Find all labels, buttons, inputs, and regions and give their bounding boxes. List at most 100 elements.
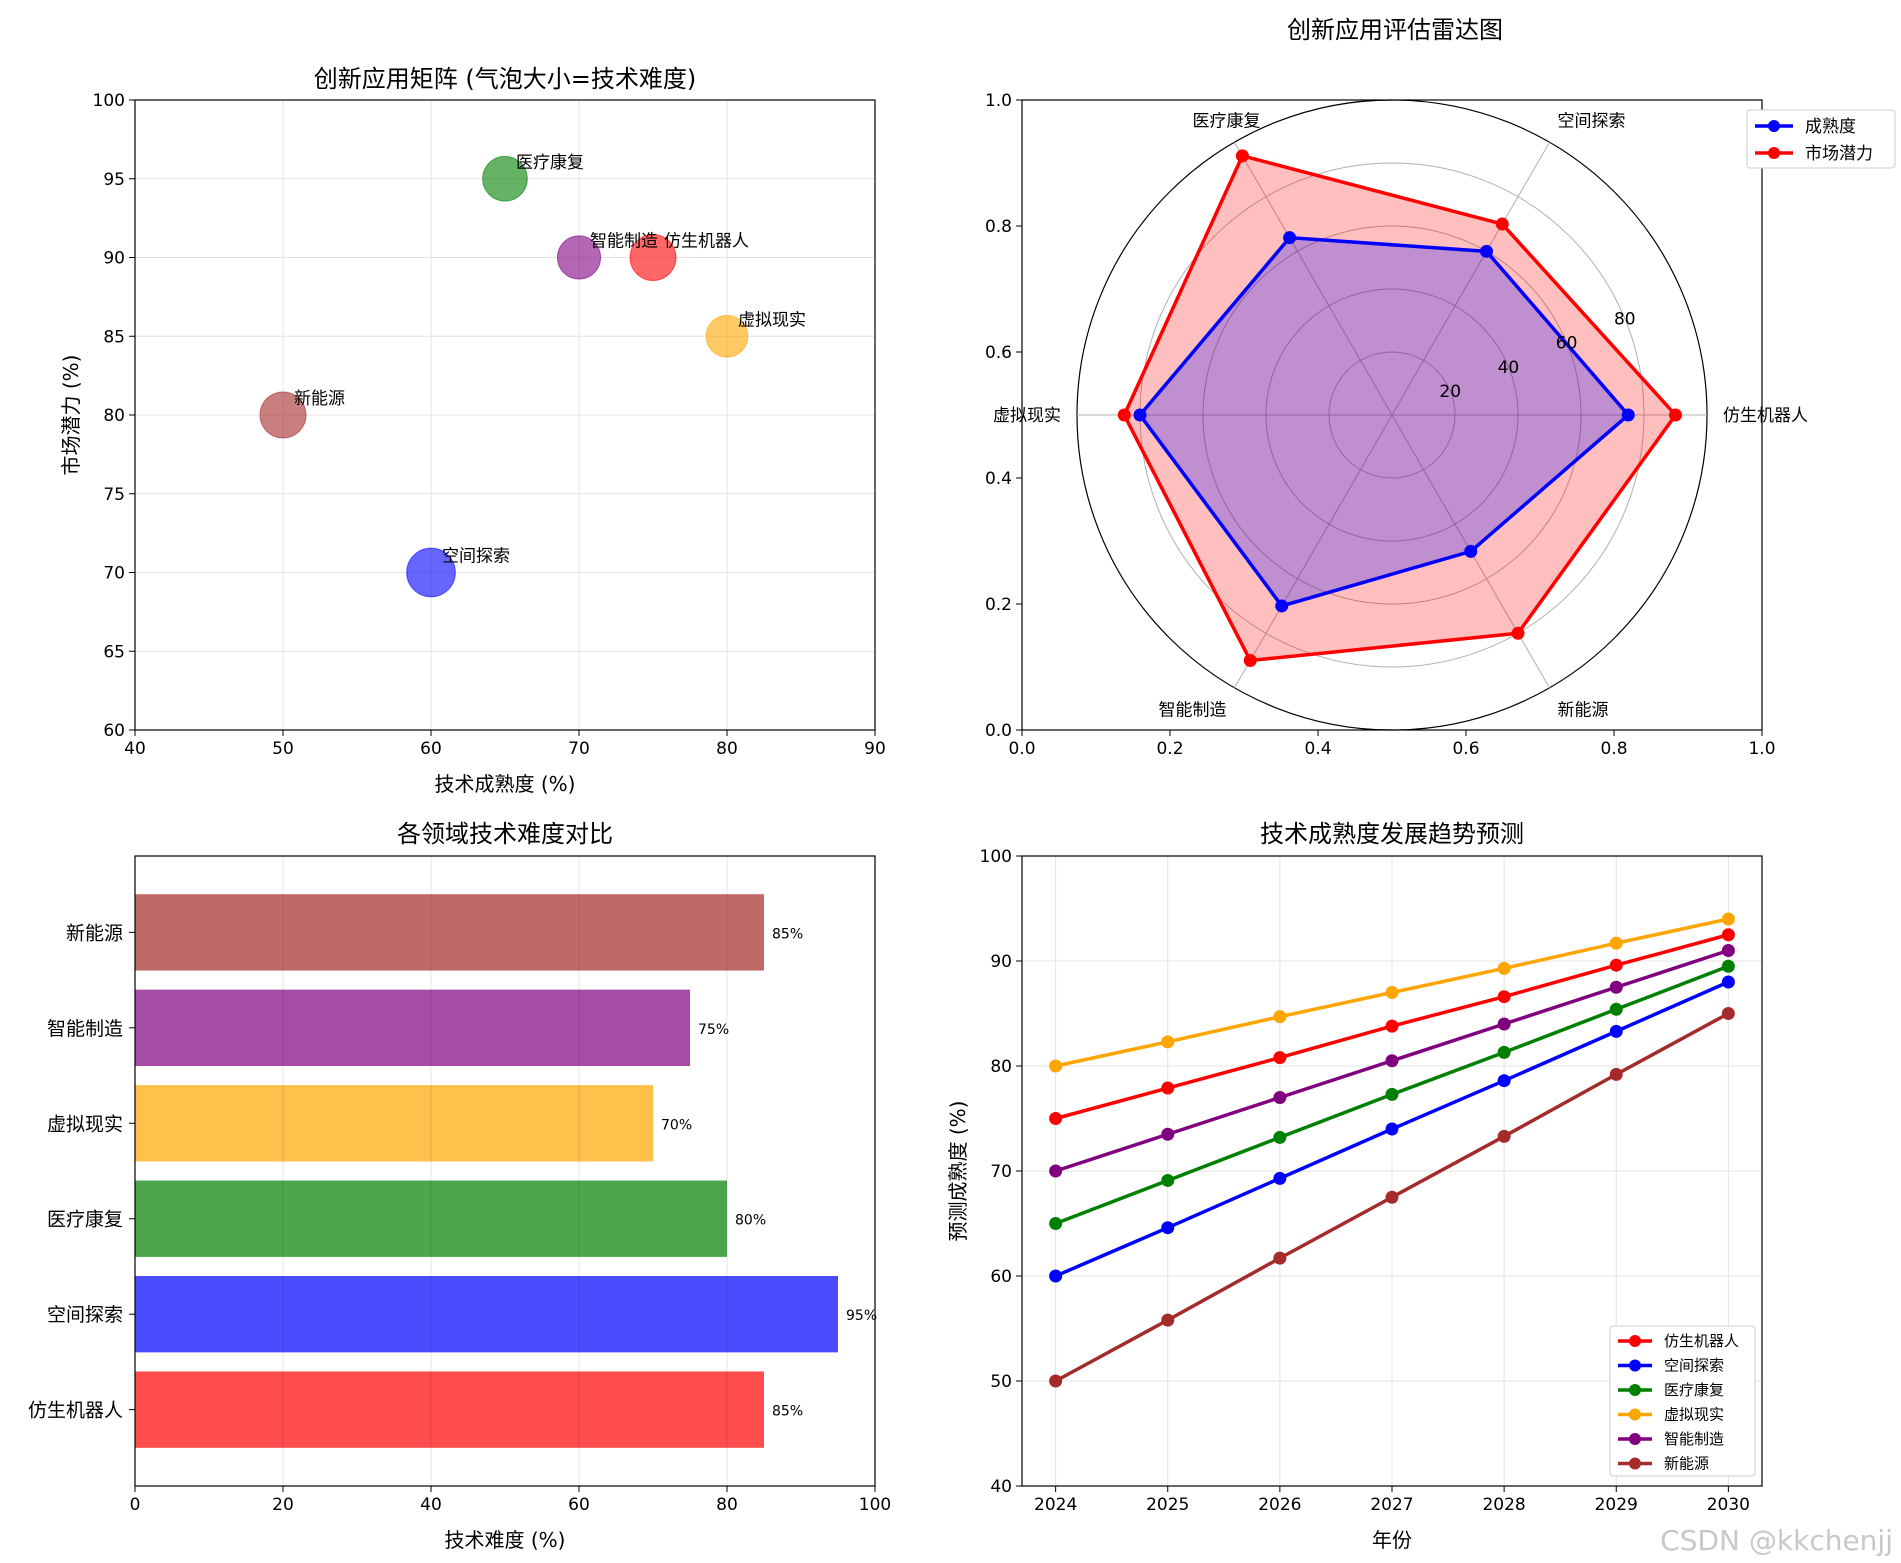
series-point bbox=[1385, 986, 1399, 999]
x-tick-label: 2025 bbox=[1146, 1495, 1189, 1515]
category-label: 医疗康复 bbox=[1193, 111, 1261, 131]
outer-x-tick-label: 0.0 bbox=[1008, 739, 1035, 759]
y-tick-label: 60 bbox=[103, 721, 125, 741]
outer-y-tick-label: 0.4 bbox=[985, 469, 1012, 489]
bar bbox=[135, 989, 690, 1066]
legend-marker bbox=[1768, 147, 1780, 159]
bubble bbox=[629, 234, 677, 281]
legend-marker bbox=[1629, 1384, 1641, 1396]
series-point bbox=[1049, 1374, 1063, 1388]
outer-y-tick-label: 0.8 bbox=[985, 217, 1012, 237]
series-point bbox=[1385, 1019, 1399, 1033]
spoke bbox=[1234, 414, 1393, 689]
series-point bbox=[1385, 1190, 1399, 1204]
x-axis-label: 年份 bbox=[1372, 1528, 1412, 1552]
series-point bbox=[1497, 961, 1511, 975]
radial-tick-label: 80 bbox=[1614, 310, 1636, 330]
bar bbox=[135, 1180, 727, 1257]
series-point bbox=[1161, 1127, 1175, 1141]
value-label: 75% bbox=[698, 1022, 729, 1038]
series-point bbox=[1721, 944, 1735, 957]
x-tick-label: 2024 bbox=[1034, 1495, 1077, 1515]
y-axis-label: 预测成熟度 (%) bbox=[946, 1101, 970, 1242]
value-label: 80% bbox=[735, 1213, 766, 1229]
bubble-label: 医疗康复 bbox=[516, 153, 584, 173]
series-point bbox=[1609, 1024, 1623, 1038]
plot-frame bbox=[134, 99, 876, 731]
series-point bbox=[1721, 912, 1735, 926]
radar-chart: 0.0 0.2 0.4 0.6 0.8 1.0 0.0 0.2 0.4 0.6 0.8 1.0 20 40… bbox=[985, 16, 1896, 759]
outer-y-tick-label: 1.0 bbox=[985, 91, 1012, 111]
x-tick-label: 90 bbox=[864, 739, 886, 759]
series-point bbox=[1161, 1035, 1175, 1049]
category-label: 仿生机器人 bbox=[28, 1400, 123, 1422]
category-label: 空间探索 bbox=[1558, 111, 1626, 131]
category-label: 空间探索 bbox=[47, 1304, 123, 1326]
series-point bbox=[1235, 149, 1249, 163]
y-tick-label: 50 bbox=[990, 1372, 1012, 1392]
category-label: 虚拟现实 bbox=[47, 1113, 123, 1135]
bubble-label: 智能制造 bbox=[590, 232, 658, 252]
series-area bbox=[1124, 155, 1676, 661]
series-point bbox=[1464, 544, 1478, 558]
x-tick-label: 80 bbox=[716, 739, 738, 759]
series-point bbox=[1049, 1059, 1063, 1073]
legend-label: 新能源 bbox=[1664, 1455, 1709, 1473]
series-point bbox=[1273, 1130, 1287, 1144]
bubble-chart: 40 50 60 70 80 90 60 65 70 75 80 85 90 95 100 仿生机器人空间探索… bbox=[59, 65, 886, 796]
bubble-label: 新能源 bbox=[294, 389, 345, 409]
category-label: 智能制造 bbox=[1159, 701, 1227, 721]
x-tick-label: 2027 bbox=[1370, 1495, 1413, 1515]
bar bbox=[135, 1276, 838, 1353]
x-tick-label: 70 bbox=[568, 739, 590, 759]
series-point bbox=[1049, 1112, 1063, 1125]
series-point bbox=[1497, 990, 1511, 1004]
bubble bbox=[705, 314, 749, 358]
outer-x-tick-label: 0.4 bbox=[1304, 739, 1331, 759]
series-point bbox=[1495, 217, 1509, 231]
chart-title: 各领域技术难度对比 bbox=[397, 820, 613, 848]
x-tick-label: 0 bbox=[130, 1495, 141, 1515]
watermark: CSDN @kkchenjj bbox=[1660, 1524, 1893, 1557]
y-tick-label: 90 bbox=[990, 952, 1012, 972]
outer-x-tick-label: 0.6 bbox=[1452, 739, 1479, 759]
bubble bbox=[482, 155, 528, 202]
series-area bbox=[1140, 237, 1629, 606]
x-tick-label: 40 bbox=[420, 1495, 442, 1515]
series-point bbox=[1621, 408, 1635, 422]
legend-label: 市场潜力 bbox=[1805, 144, 1873, 164]
bubble bbox=[556, 235, 602, 280]
legend-label: 医疗康复 bbox=[1664, 1381, 1724, 1399]
series-point bbox=[1049, 1217, 1063, 1230]
outer-x-tick-label: 0.2 bbox=[1156, 739, 1183, 759]
series-point bbox=[1275, 599, 1289, 613]
bubble-label: 仿生机器人 bbox=[664, 232, 749, 252]
legend-label: 成熟度 bbox=[1805, 116, 1856, 137]
series-point bbox=[1243, 654, 1257, 668]
series-point bbox=[1721, 959, 1735, 973]
series-point bbox=[1049, 1269, 1063, 1283]
bar bbox=[135, 1371, 764, 1448]
spoke bbox=[1234, 141, 1393, 416]
legend-label: 虚拟现实 bbox=[1664, 1406, 1724, 1424]
series-point bbox=[1497, 1074, 1511, 1088]
y-tick-label: 80 bbox=[103, 406, 125, 426]
category-label: 新能源 bbox=[66, 922, 123, 944]
y-tick-label: 90 bbox=[103, 249, 125, 269]
series-point bbox=[1133, 408, 1147, 422]
outer-y-tick-label: 0.2 bbox=[985, 595, 1012, 615]
x-tick-label: 60 bbox=[420, 739, 442, 759]
category-label: 医疗康复 bbox=[47, 1209, 123, 1231]
series-point bbox=[1609, 1067, 1623, 1081]
y-tick-label: 100 bbox=[93, 91, 125, 111]
legend-marker bbox=[1629, 1457, 1641, 1470]
y-tick-label: 60 bbox=[990, 1267, 1012, 1287]
series-point bbox=[1161, 1173, 1175, 1187]
bubble bbox=[406, 547, 456, 598]
value-label: 95% bbox=[846, 1308, 877, 1324]
legend-label: 仿生机器人 bbox=[1664, 1332, 1739, 1350]
series-point bbox=[1283, 231, 1297, 245]
